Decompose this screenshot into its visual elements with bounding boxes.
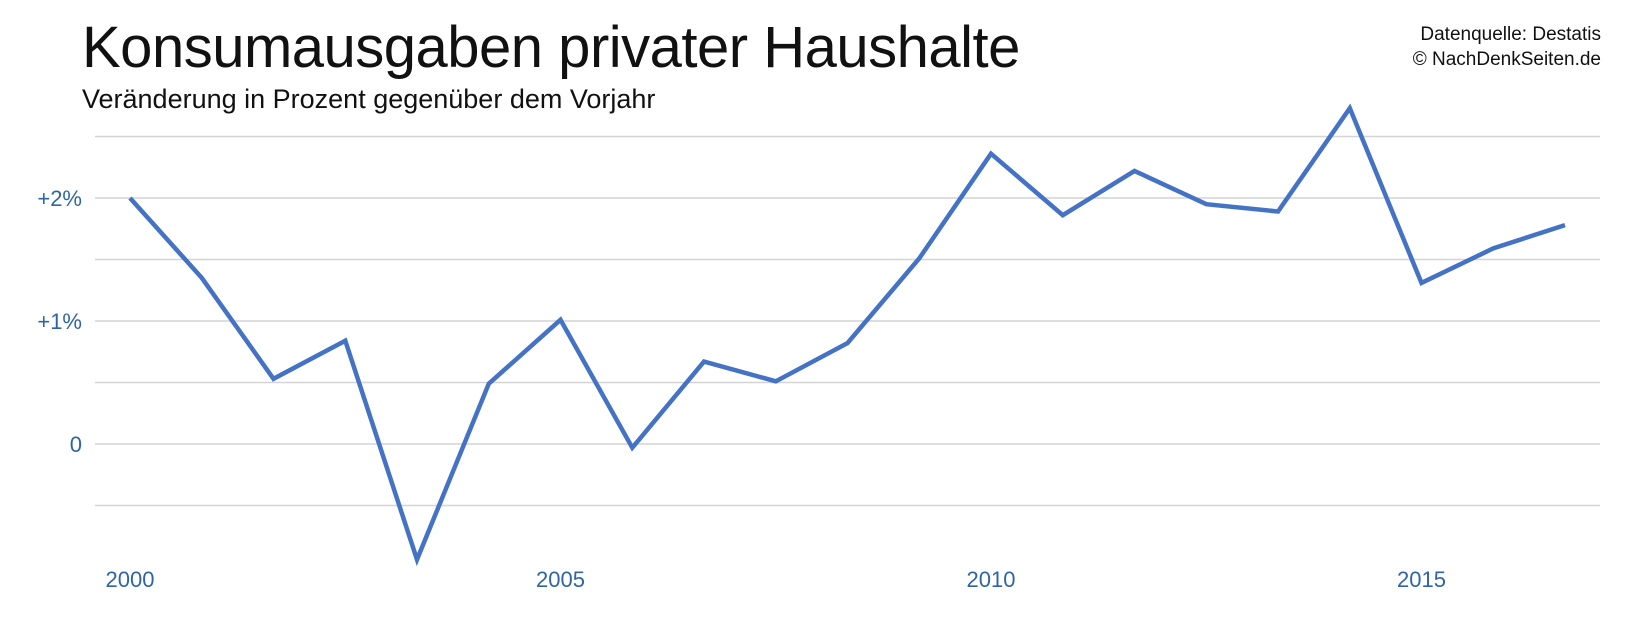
x-tick-label: 2010 — [967, 567, 1016, 592]
x-tick-label: 2005 — [536, 567, 585, 592]
source-line-datenquelle: Datenquelle: Destatis — [1420, 24, 1601, 45]
x-tick-label: 2015 — [1397, 567, 1446, 592]
series-line — [128, 103, 1566, 567]
source-credit: Datenquelle: Destatis © NachDenkSeiten.d… — [1413, 22, 1601, 72]
y-tick-label: +1% — [37, 309, 82, 334]
chart-title: Konsumausgaben privater Haushalte — [82, 15, 1020, 80]
y-tick-label: +2% — [37, 186, 82, 211]
y-tick-label: 0 — [70, 432, 82, 457]
source-line-copyright: © NachDenkSeiten.de — [1412, 49, 1601, 70]
chart-subtitle: Veränderung in Prozent gegenüber dem Vor… — [82, 84, 656, 114]
x-tick-label: 2000 — [106, 567, 155, 592]
